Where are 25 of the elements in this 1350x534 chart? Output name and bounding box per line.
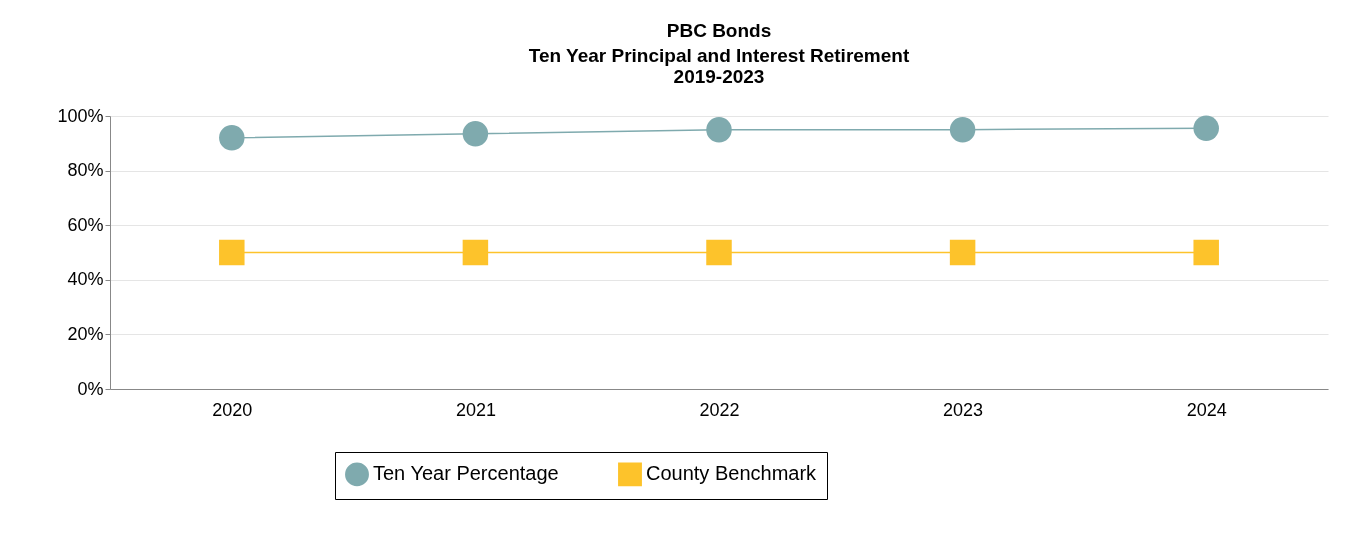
x-tick-label: 2020 bbox=[212, 399, 253, 420]
point bbox=[219, 125, 245, 151]
y-tick-label: 0% bbox=[77, 378, 104, 399]
y-tick-label: 40% bbox=[67, 269, 104, 290]
y-tick-label: 60% bbox=[67, 214, 104, 235]
y-tick-label: 100% bbox=[57, 105, 104, 126]
x-tick-label: 2023 bbox=[943, 399, 984, 420]
x-tick-label: 2024 bbox=[1186, 399, 1227, 420]
chart-subtitle: Ten Year Principal and Interest Retirement 2019-2023 bbox=[528, 45, 910, 87]
y-tick-label: 20% bbox=[67, 323, 104, 344]
point bbox=[219, 239, 245, 266]
point bbox=[462, 239, 489, 266]
y-tick-label: 80% bbox=[67, 160, 104, 181]
x-tick-label: 2021 bbox=[455, 399, 496, 420]
legend-label: Ten Year Percentage bbox=[373, 462, 559, 485]
legend-label: County Benchmark bbox=[646, 462, 818, 485]
point bbox=[706, 239, 732, 266]
point bbox=[949, 116, 976, 143]
x-tick-label: 2022 bbox=[699, 399, 740, 420]
point bbox=[1193, 239, 1219, 266]
chart-title: PBC Bonds bbox=[666, 20, 772, 41]
point bbox=[1193, 115, 1219, 142]
point bbox=[949, 239, 976, 266]
point bbox=[706, 116, 732, 143]
point bbox=[462, 121, 489, 147]
